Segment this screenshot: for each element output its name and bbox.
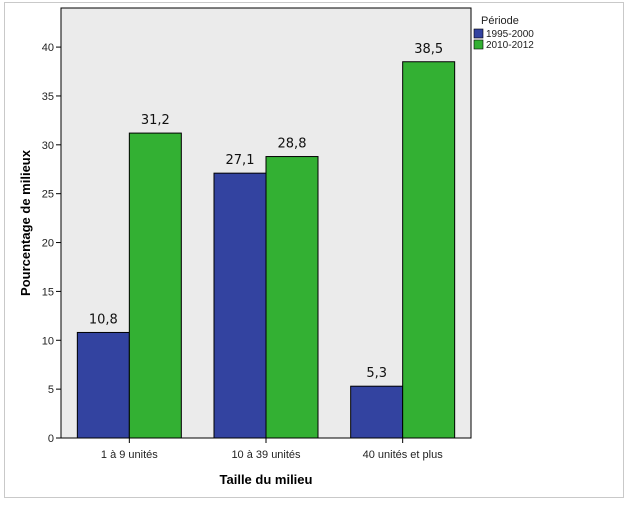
bar-1995-2000 — [213, 172, 267, 439]
x-axis-title: Taille du milieu — [220, 472, 313, 487]
y-tick-label: 40 — [42, 42, 54, 54]
data-label: 5,3 — [366, 366, 387, 381]
bar-2010-2012 — [402, 61, 456, 439]
y-tick-label: 5 — [48, 384, 54, 396]
legend-entry: 1995-2000 — [486, 29, 534, 40]
data-label: 27,1 — [226, 153, 255, 168]
x-tick-label: 10 à 39 unités — [231, 449, 301, 461]
y-axis-title: Pourcentage de milieux — [18, 149, 33, 296]
legend-swatch — [473, 28, 484, 39]
y-tick-label: 25 — [42, 189, 54, 201]
data-label: 10,8 — [89, 312, 118, 327]
x-tick-label: 1 à 9 unités — [101, 449, 158, 461]
bar-1995-2000 — [76, 331, 130, 439]
y-tick-label: 0 — [48, 433, 54, 445]
x-tick-label: 40 unités et plus — [363, 449, 444, 461]
legend-title: Période — [481, 15, 519, 27]
legend-entry: 2010-2012 — [486, 40, 534, 51]
y-tick-label: 20 — [42, 238, 54, 250]
y-tick-label: 30 — [42, 140, 54, 152]
legend-swatch — [473, 39, 484, 50]
y-tick-label: 15 — [42, 286, 54, 298]
bar-2010-2012 — [265, 156, 319, 439]
y-axis: 0 5 10 15 20 25 30 35 40 — [42, 42, 61, 445]
bars — [76, 61, 456, 439]
bar-1995-2000 — [350, 385, 404, 439]
data-label: 38,5 — [414, 42, 443, 57]
bar-2010-2012 — [128, 132, 182, 439]
data-labels: 10,8 31,2 27,1 28,8 5,3 38,5 — [89, 42, 443, 381]
y-tick-label: 35 — [42, 91, 54, 103]
x-axis: 1 à 9 unités 10 à 39 unités 40 unités et p… — [101, 438, 443, 461]
y-tick-label: 10 — [42, 335, 54, 347]
data-label: 28,8 — [278, 137, 307, 152]
data-label: 31,2 — [141, 113, 170, 128]
